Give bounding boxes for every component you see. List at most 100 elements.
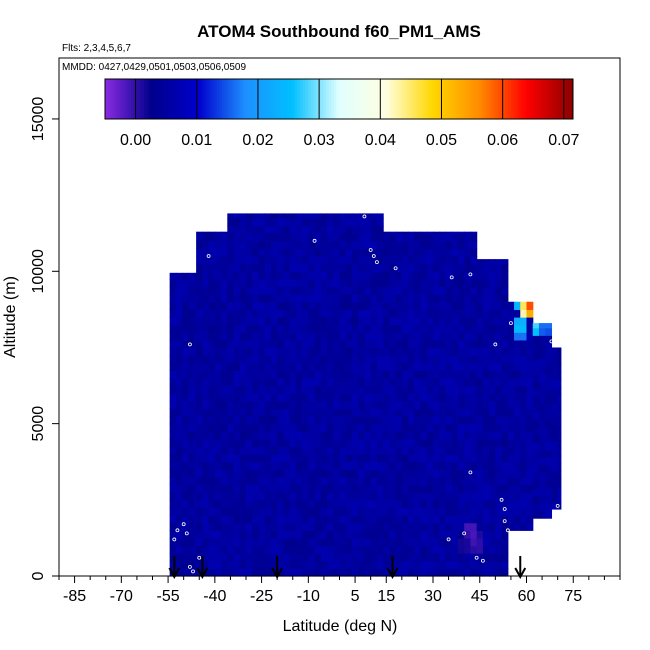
heatmap-cell <box>538 327 546 336</box>
heatmap-cell <box>289 240 297 250</box>
heatmap-cell <box>532 411 540 420</box>
heatmap-cell <box>470 499 478 509</box>
heatmap-cell <box>283 522 291 531</box>
heatmap-cell <box>208 416 216 425</box>
heatmap-cell <box>169 530 177 539</box>
heatmap-cell <box>445 423 453 432</box>
heatmap-cell <box>545 502 553 512</box>
heatmap-cell <box>182 332 189 341</box>
heatmap-cell <box>426 484 434 493</box>
heatmap-cell <box>358 423 366 432</box>
heatmap-cell <box>526 476 534 486</box>
heatmap-cell <box>227 560 235 569</box>
heatmap-cell <box>489 362 496 371</box>
heatmap-cell <box>551 402 559 411</box>
heatmap-cell <box>327 324 334 333</box>
heatmap-cell <box>401 231 409 234</box>
sample-point <box>493 342 498 347</box>
heatmap-cell <box>526 446 534 455</box>
heatmap-cell <box>208 294 216 303</box>
heatmap-cell <box>283 560 291 569</box>
heatmap-cell <box>457 370 465 379</box>
flight-arrow <box>196 556 209 580</box>
heatmap-cell <box>376 484 384 493</box>
sample-point <box>184 531 189 536</box>
heatmap-cell <box>414 568 422 577</box>
heatmap-cell <box>414 469 422 478</box>
heatmap-cell <box>482 530 490 539</box>
heatmap-cell <box>545 487 553 496</box>
heatmap-cell <box>169 515 177 524</box>
heatmap-cell <box>308 240 316 250</box>
heatmap-cell <box>327 362 334 371</box>
heatmap-cell <box>464 454 471 463</box>
heatmap-cell <box>345 461 353 470</box>
heatmap-cell <box>283 537 291 547</box>
heatmap-cell <box>308 347 316 356</box>
heatmap-cell <box>389 309 397 318</box>
heatmap-cell <box>320 454 328 463</box>
heatmap-cell <box>439 301 447 310</box>
heatmap-cell <box>246 225 253 234</box>
heatmap-cell <box>289 461 297 470</box>
heatmap-cell <box>557 493 562 502</box>
heatmap-cell <box>445 332 453 341</box>
heatmap-cell <box>514 332 521 341</box>
heatmap-cell <box>470 301 478 310</box>
heatmap-cell <box>270 301 278 310</box>
heatmap-cell <box>501 278 509 288</box>
heatmap-cell <box>214 317 222 326</box>
heatmap-cell <box>433 339 440 349</box>
colorbar-segment <box>479 79 483 119</box>
sample-point <box>509 537 513 542</box>
heatmap-cell <box>470 317 478 326</box>
heatmap-cell <box>526 393 534 402</box>
heatmap-cell <box>283 294 291 303</box>
heatmap-cell <box>426 332 434 341</box>
heatmap-cell <box>370 213 378 219</box>
heatmap-cell <box>501 294 509 303</box>
heatmap-cell <box>526 454 534 463</box>
heatmap-cell <box>395 400 403 410</box>
heatmap-cell <box>283 393 291 402</box>
heatmap-cell <box>175 286 183 295</box>
heatmap-cell <box>489 454 496 463</box>
heatmap-cell <box>426 233 434 242</box>
heatmap-cell <box>401 499 409 509</box>
heatmap-cell <box>227 347 235 356</box>
colorbar-segment <box>370 79 374 119</box>
heatmap-cell <box>464 332 471 341</box>
heatmap-cell <box>383 560 390 569</box>
heatmap-cell <box>451 507 459 516</box>
heatmap-cell <box>489 438 496 448</box>
heatmap-cell <box>414 393 422 402</box>
heatmap-cell <box>464 324 471 333</box>
heatmap-cell <box>221 400 228 410</box>
heatmap-cell <box>476 278 484 288</box>
heatmap-cell <box>339 400 347 410</box>
heatmap-cell <box>476 362 484 371</box>
heatmap-cell <box>538 441 546 451</box>
heatmap-cell <box>277 309 284 318</box>
heatmap-cell <box>314 362 322 371</box>
heatmap-cell <box>376 469 384 478</box>
heatmap-cell <box>532 487 540 496</box>
heatmap-cell <box>289 393 297 402</box>
heatmap-cell <box>470 362 478 371</box>
heatmap-cell <box>333 438 341 448</box>
heatmap-cell <box>283 515 291 524</box>
heatmap-cell <box>507 446 515 455</box>
heatmap-cell <box>252 431 260 440</box>
heatmap-cell <box>495 515 503 524</box>
colorbar-segment <box>209 79 213 119</box>
colorbar-segment <box>177 79 181 119</box>
heatmap-cell <box>333 332 341 341</box>
heatmap-cell <box>320 385 328 394</box>
heatmap-cell <box>376 446 384 455</box>
heatmap-cell <box>482 560 490 569</box>
heatmap-cell <box>227 286 235 295</box>
heatmap-cell <box>464 400 471 410</box>
heatmap-cell <box>258 385 266 394</box>
heatmap-cell <box>495 294 503 303</box>
heatmap-cell <box>233 256 241 265</box>
